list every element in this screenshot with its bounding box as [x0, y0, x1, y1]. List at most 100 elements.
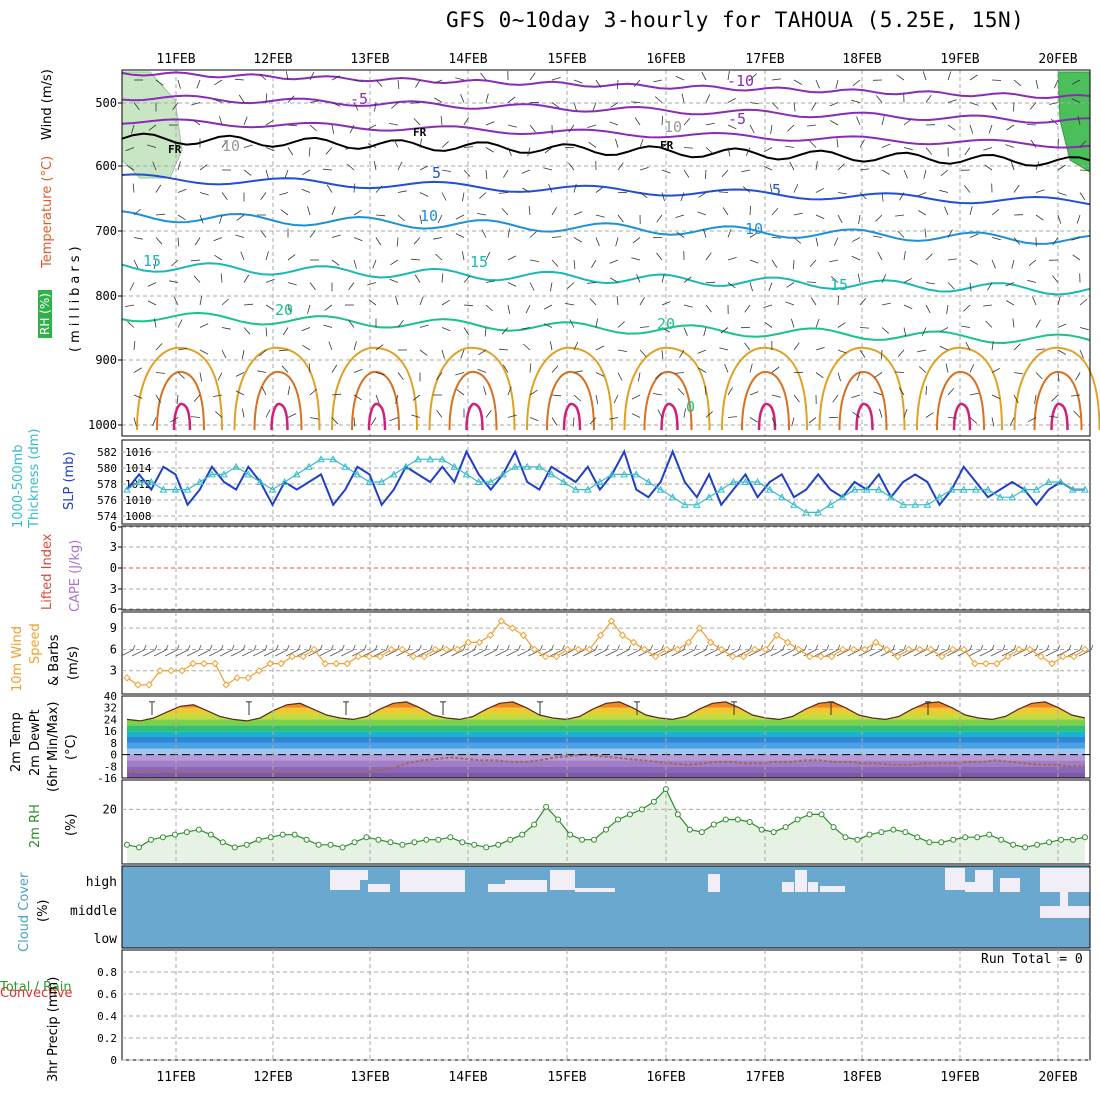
wind-barb-10m: [252, 649, 266, 657]
wind-barb: [220, 273, 223, 283]
wind-barb: [705, 147, 714, 154]
wind-barb: [551, 77, 561, 81]
wind-speed-point: [233, 674, 241, 682]
wind-barb: [837, 214, 843, 224]
wind-barb: [529, 231, 537, 238]
rh-point: [662, 786, 669, 793]
wind-barb-flag: [176, 644, 180, 651]
wind-speed-point: [971, 659, 979, 668]
rh-2m-label: 2m RH: [28, 804, 43, 848]
wind-barb: [771, 394, 781, 398]
thickness-label: 1000-500mb: [11, 444, 26, 528]
rh-fill-area: [127, 789, 1085, 864]
thickness-point: [292, 470, 301, 478]
cloud-level-label: low: [94, 932, 118, 947]
wind-barb: [1057, 323, 1067, 328]
thickness-tick-label: 576: [97, 494, 117, 507]
wind-barb: [631, 257, 641, 261]
wind-barb-10m: [219, 649, 233, 657]
wind-barb: [152, 417, 157, 426]
rh-point: [543, 803, 550, 810]
wind-speed-point: [662, 645, 671, 654]
wind-barb: [856, 372, 861, 382]
thickness-point: [499, 470, 507, 478]
wind-barb-flag: [198, 644, 202, 651]
wind-barb: [947, 71, 952, 81]
thickness-point: [656, 485, 665, 493]
rh-point: [914, 834, 921, 841]
contour-label: 15: [830, 276, 848, 294]
thickness-point: [1020, 485, 1029, 493]
wind-speed-point: [982, 659, 990, 668]
wind-barb: [809, 259, 817, 268]
wind-barb: [810, 297, 817, 306]
wind-barb-flag: [1013, 644, 1017, 651]
wind-speed-point: [872, 638, 880, 647]
wind-barb: [460, 94, 465, 103]
wind-barb: [414, 274, 421, 283]
wind-barb: [657, 409, 663, 418]
wind-barb-flag: [297, 644, 301, 651]
wind-barb-flag: [385, 644, 389, 651]
wind-barb: [347, 163, 355, 171]
warm-contour: [1013, 346, 1100, 431]
wind-barb: [503, 169, 509, 178]
wind-barb: [331, 124, 335, 134]
wind-barb: [236, 214, 245, 221]
wind-barb: [683, 304, 693, 308]
wind-barb: [322, 168, 333, 171]
wind-barb: [617, 162, 624, 171]
wind-barb-flag: [1079, 644, 1083, 651]
wind-barb: [661, 327, 670, 333]
wind-barb: [875, 214, 883, 222]
wind-barb: [1035, 189, 1045, 193]
wind-barb: [441, 192, 447, 201]
wind-barb: [199, 323, 209, 328]
thickness-point: [583, 485, 592, 493]
rh-point: [243, 841, 250, 848]
wind-barb: [595, 394, 599, 404]
wind-barb: [917, 349, 927, 353]
wind-barb: [633, 79, 641, 88]
wind-barb: [925, 385, 927, 396]
wind-barb-flag: [231, 644, 235, 651]
rh-point: [650, 798, 657, 805]
bottom-date-label: 12FEB: [253, 1070, 292, 1085]
rh-point: [866, 831, 873, 838]
warm-contour-inner: [838, 370, 888, 431]
wind-barb: [1012, 318, 1015, 328]
wind-barb: [177, 319, 183, 328]
wind-barb: [1079, 140, 1087, 148]
thickness-point: [620, 470, 629, 478]
wind-barb: [661, 192, 665, 202]
rh-point: [758, 826, 765, 833]
thickness-point: [317, 455, 325, 463]
wind-barb: [353, 237, 363, 242]
cloud-gap: [708, 874, 720, 892]
thickness-point: [935, 493, 944, 501]
wind-barb: [793, 79, 802, 85]
wind-barb-flag: [363, 644, 367, 651]
thickness-point: [244, 470, 253, 478]
wind-barb: [199, 214, 204, 224]
thickness-point: [777, 493, 786, 501]
wind-barb: [375, 394, 380, 404]
temp-tick-label: -16: [97, 772, 117, 785]
cloud-gap: [360, 870, 368, 880]
wind-barb-flag: [826, 644, 830, 651]
wind-barb: [323, 324, 333, 328]
wind-barb-10m: [693, 649, 706, 657]
wind-barb-flag: [429, 644, 433, 651]
rh-point: [902, 829, 909, 836]
wind-barb: [460, 349, 465, 359]
wind-barb: [947, 387, 955, 396]
hot-contour: [757, 402, 777, 431]
wind-barb: [1076, 214, 1081, 224]
wind-barb: [749, 232, 758, 238]
wind-barb: [969, 124, 974, 134]
wind-barb: [1027, 279, 1037, 283]
wind-barb: [894, 371, 905, 373]
wind-barb: [373, 161, 377, 171]
contour-label: -5: [350, 90, 368, 108]
wind-barb-flag: [209, 644, 213, 651]
